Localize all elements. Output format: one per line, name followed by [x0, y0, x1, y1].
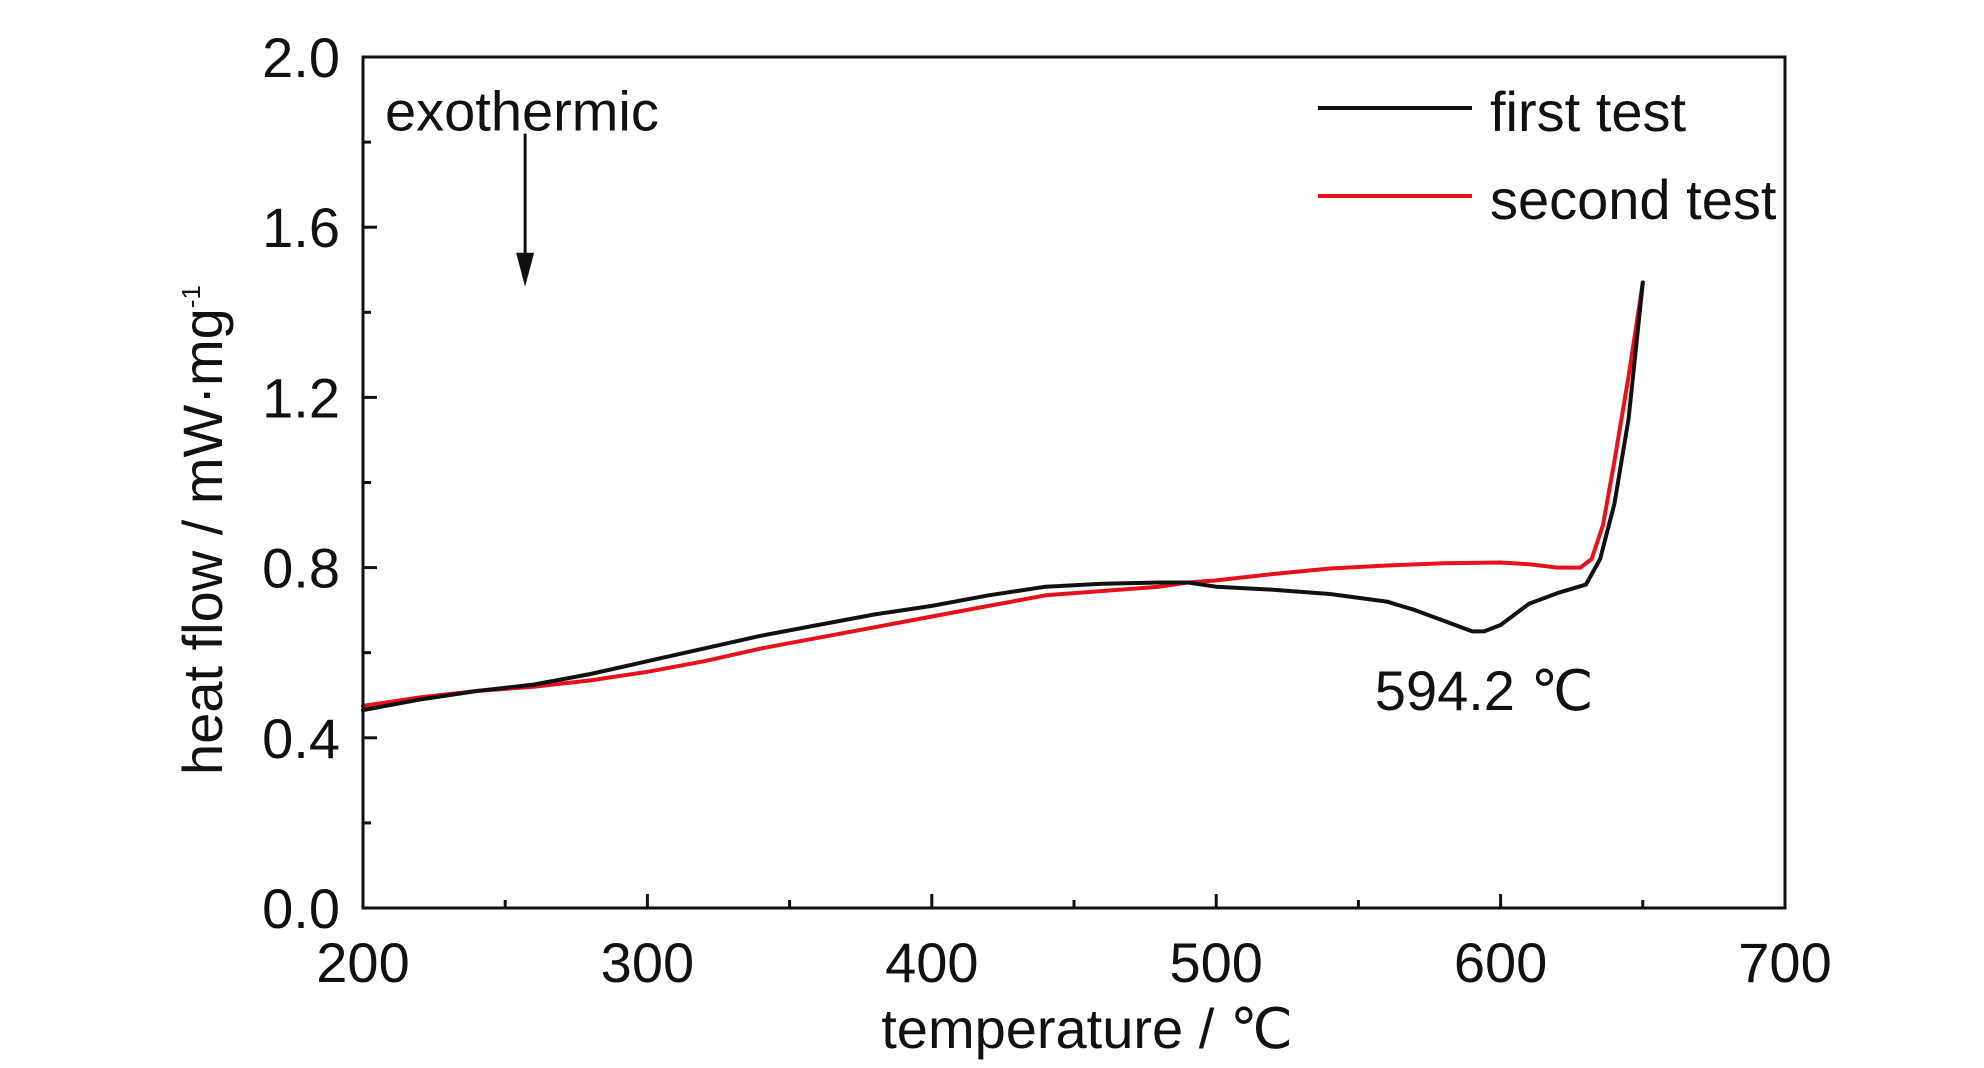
- text-layer: temperature / ℃ heat flow / mW·mg-1 200 3…: [171, 26, 1832, 1060]
- exothermic-label: exothermic: [385, 79, 659, 142]
- legend-label-second-test: second test: [1490, 168, 1777, 231]
- x-tick-label: 300: [601, 931, 694, 994]
- series-line-second-test: [361, 280, 1645, 708]
- plot-layer: [361, 280, 1645, 713]
- y-tick-label: 0.8: [262, 537, 340, 600]
- x-tick-label: 200: [316, 931, 409, 994]
- y-tick-label: 2.0: [262, 26, 340, 89]
- x-tick-label: 600: [1454, 931, 1547, 994]
- x-axis-title: temperature / ℃: [881, 997, 1293, 1060]
- peak-temperature-label: 594.2 ℃: [1375, 659, 1594, 722]
- y-tick-label: 1.2: [262, 366, 340, 429]
- series-line-first-test: [361, 280, 1645, 713]
- exothermic-arrow-head: [516, 252, 535, 287]
- y-axis-title-main: heat flow / mW·mg: [171, 308, 234, 775]
- y-tick-label: 1.6: [262, 196, 340, 259]
- x-tick-label: 400: [885, 931, 978, 994]
- x-tick-label: 500: [1169, 931, 1262, 994]
- y-axis-title-exponent: -1: [176, 285, 206, 308]
- y-axis-title: heat flow / mW·mg-1: [171, 285, 234, 775]
- y-tick-label: 0.4: [262, 707, 340, 770]
- legend: first test second test: [1318, 80, 1777, 231]
- y-tick-label: 0.0: [262, 877, 340, 940]
- axes-layer: [361, 55, 1787, 910]
- legend-label-first-test: first test: [1490, 80, 1686, 143]
- x-tick-label: 700: [1738, 931, 1831, 994]
